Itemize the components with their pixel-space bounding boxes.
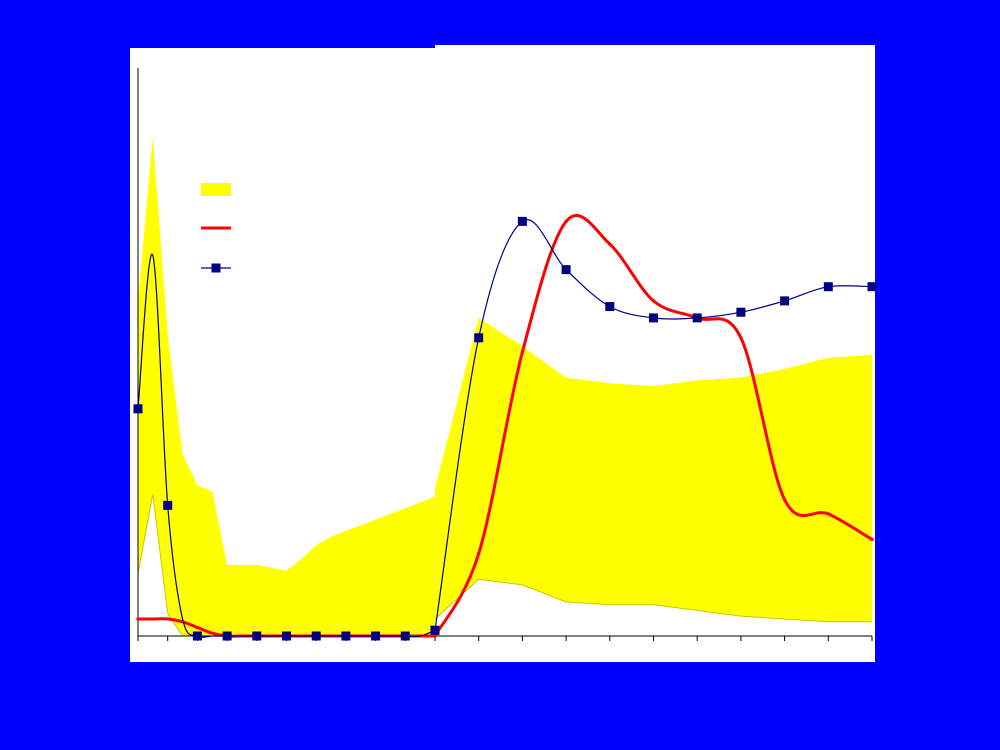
marker-series-point [192, 631, 202, 641]
marker-series-point [517, 216, 527, 226]
red-series-point [783, 498, 787, 502]
legend-swatch-marker [211, 263, 221, 273]
marker-series-point [311, 631, 321, 641]
range-band [138, 136, 435, 636]
range-band [435, 317, 872, 622]
marker-series-point [430, 625, 440, 635]
marker-series-point [474, 333, 484, 343]
marker-series-point [867, 282, 877, 292]
marker-series-point [736, 307, 746, 317]
red-series-point [477, 552, 481, 556]
red-series-point [136, 617, 140, 621]
marker-series-point [341, 631, 351, 641]
red-series-point [433, 634, 437, 638]
red-series-point [195, 625, 199, 629]
marker-series-point [163, 500, 173, 510]
marker-series-point [823, 282, 833, 292]
chart-right [430, 213, 877, 641]
marker-series-point [371, 631, 381, 641]
range-band-lower-edge [434, 578, 872, 623]
red-series-point [826, 512, 830, 516]
legend-swatch-band [201, 183, 231, 196]
marker-series-point [252, 631, 262, 641]
red-series-point [739, 336, 743, 340]
red-series-point [608, 242, 612, 246]
marker-series-point [133, 404, 143, 414]
chart-left [133, 68, 440, 641]
marker-series-point [780, 296, 790, 306]
marker-series-point [605, 302, 615, 312]
red-series-point [166, 617, 170, 621]
marker-series-point [282, 631, 291, 641]
legend [201, 183, 231, 273]
marker-series-point [222, 631, 232, 641]
red-series-point [870, 537, 874, 541]
marker-series-point [561, 265, 571, 275]
marker-series-point [692, 313, 702, 323]
red-series-point [564, 219, 568, 223]
marker-series-point [649, 313, 658, 323]
marker-series-line [137, 253, 436, 638]
red-series-point [652, 299, 655, 303]
marker-series-point [400, 631, 410, 641]
red-series-point [520, 350, 524, 354]
